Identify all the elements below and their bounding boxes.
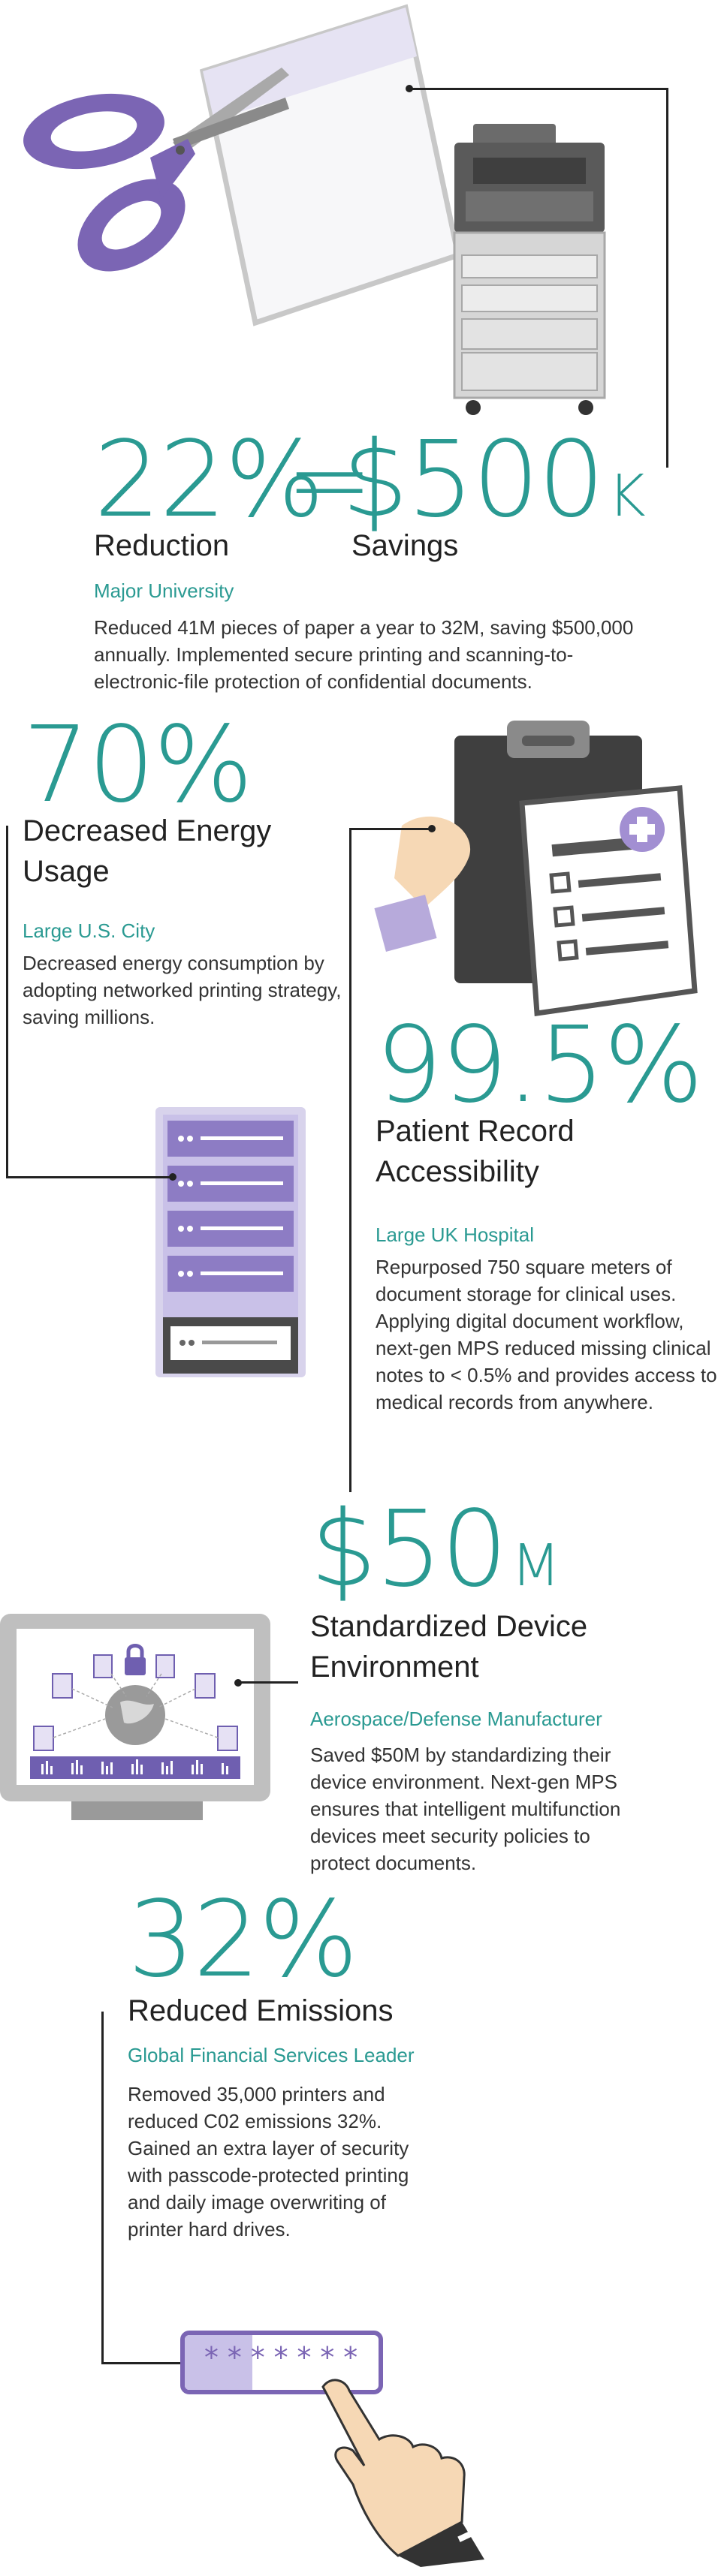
stat-value: 32% [128, 1879, 358, 2001]
lock-icon [125, 1657, 146, 1675]
org-name: Large UK Hospital [376, 1223, 534, 1246]
stat-heading: Decreased Energy Usage [23, 814, 272, 888]
stat-description: Removed 35,000 printers and reduced C02 … [128, 2083, 409, 2240]
stat-description: Reduced 41M pieces of paper a year to 32… [94, 616, 634, 693]
stat-heading: Patient Record Accessibility [376, 1115, 575, 1188]
org-name: Global Financial Services Leader [128, 2044, 415, 2066]
medical-record-icon [519, 785, 698, 1016]
server-rack-icon [155, 1107, 306, 1377]
passcode-field-icon: ******* [180, 2331, 383, 2394]
stat-description: Saved $50M by standardizing their device… [310, 1744, 621, 1874]
hand-icon [374, 816, 471, 952]
org-name: Aerospace/Defense Manufacturer [310, 1708, 602, 1730]
stat-unit: K [608, 463, 646, 530]
org-name: Major University [94, 579, 234, 602]
stat-description: Repurposed 750 square meters of document… [376, 1256, 717, 1413]
passcode-text: ******* [203, 2341, 366, 2374]
stat-heading-reduction: Reduction [94, 529, 230, 562]
printer-icon [453, 124, 606, 415]
stat-description: Decreased energy consumption by adopting… [23, 952, 342, 1028]
stat-heading-savings: Savings [351, 529, 459, 562]
stat-heading: Reduced Emissions [128, 1994, 394, 2027]
stat-unit: M [511, 1533, 561, 1599]
pointing-hand-icon [321, 2379, 484, 2567]
equals-sign: = [285, 419, 373, 541]
stat-heading: Standardized Device Environment [310, 1610, 588, 1684]
stat-value-reduction: 22% [94, 419, 324, 541]
stat-value: 99.5% [376, 1004, 704, 1127]
stat-value-savings: $500K [342, 419, 646, 541]
org-name: Large U.S. City [23, 919, 155, 942]
stat-value: $50M [310, 1488, 561, 1611]
scissors-icon [23, 68, 289, 272]
stat-value: 70% [23, 704, 253, 826]
monitor-icon [0, 1614, 270, 1820]
